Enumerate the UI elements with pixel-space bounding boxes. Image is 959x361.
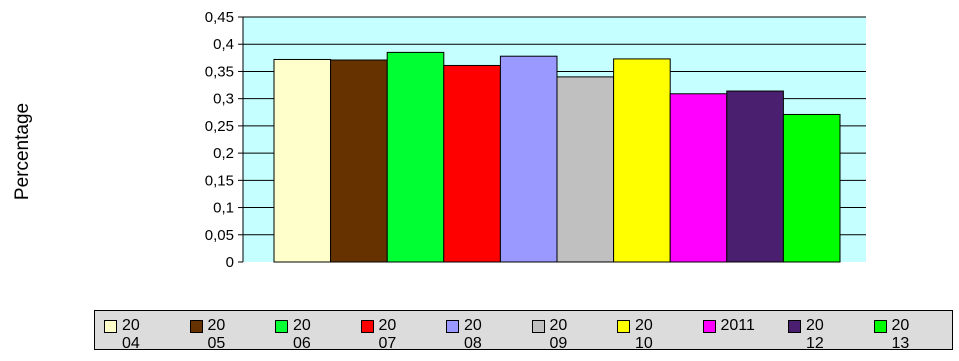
legend-label: 2004 [122,317,140,352]
bar-2004 [273,58,332,263]
y-tick-label: 0,2 [213,145,234,162]
bar-2012 [726,90,784,263]
legend-label: 2005 [207,317,226,352]
legend-swatch [189,320,203,333]
legend-swatch [617,320,630,333]
bar-2006 [386,51,445,263]
bar-2009 [556,76,615,263]
y-tick-label: 0,05 [205,227,234,244]
bar-chart: 0 0,05 0,1 0,15 0,2 0,25 0,3 0,35 0,4 0,45 Percen… [12,9,866,271]
legend-swatch [702,320,716,333]
legend-swatch [104,320,117,333]
legend-swatch [873,320,887,333]
legend-swatch [360,320,374,333]
legend-label: 2007 [378,317,397,352]
y-tick-label: 0,1 [213,200,234,217]
y-tick-label: 0 [226,254,234,271]
legend-swatch [788,320,801,333]
legend-label: 2012 [806,317,824,352]
legend: 2004 2005 2006 2007 2008 2009 2010 2011 2012 2013 [94,310,953,352]
legend-label: 2013 [891,317,910,352]
legend-swatch [275,320,288,333]
bar-2013 [782,113,841,263]
y-tick-label: 0,15 [205,172,234,189]
y-axis: 0 0,05 0,1 0,15 0,2 0,25 0,3 0,35 0,4 0,45 [205,9,244,271]
legend-swatch [446,320,459,333]
y-tick-label: 0,35 [205,63,234,80]
legend-label: 2008 [464,317,482,352]
y-axis-label: Percentage [12,103,33,200]
bar-2011 [669,93,728,263]
y-tick-label: 0,45 [205,9,234,26]
y-tick-label: 0,4 [213,36,234,53]
bar-2005 [330,59,388,263]
legend-label: 2006 [293,317,311,352]
legend-label: 2011 [720,317,755,334]
bar-2008 [499,55,558,263]
y-tick-label: 0,3 [213,91,234,108]
legend-label: 2010 [635,317,653,352]
bar-2007 [443,64,501,263]
bars [273,51,841,263]
bar-2010 [613,58,671,263]
y-tick-label: 0,25 [205,118,234,135]
legend-label: 2009 [549,317,568,352]
legend-swatch [531,320,545,333]
